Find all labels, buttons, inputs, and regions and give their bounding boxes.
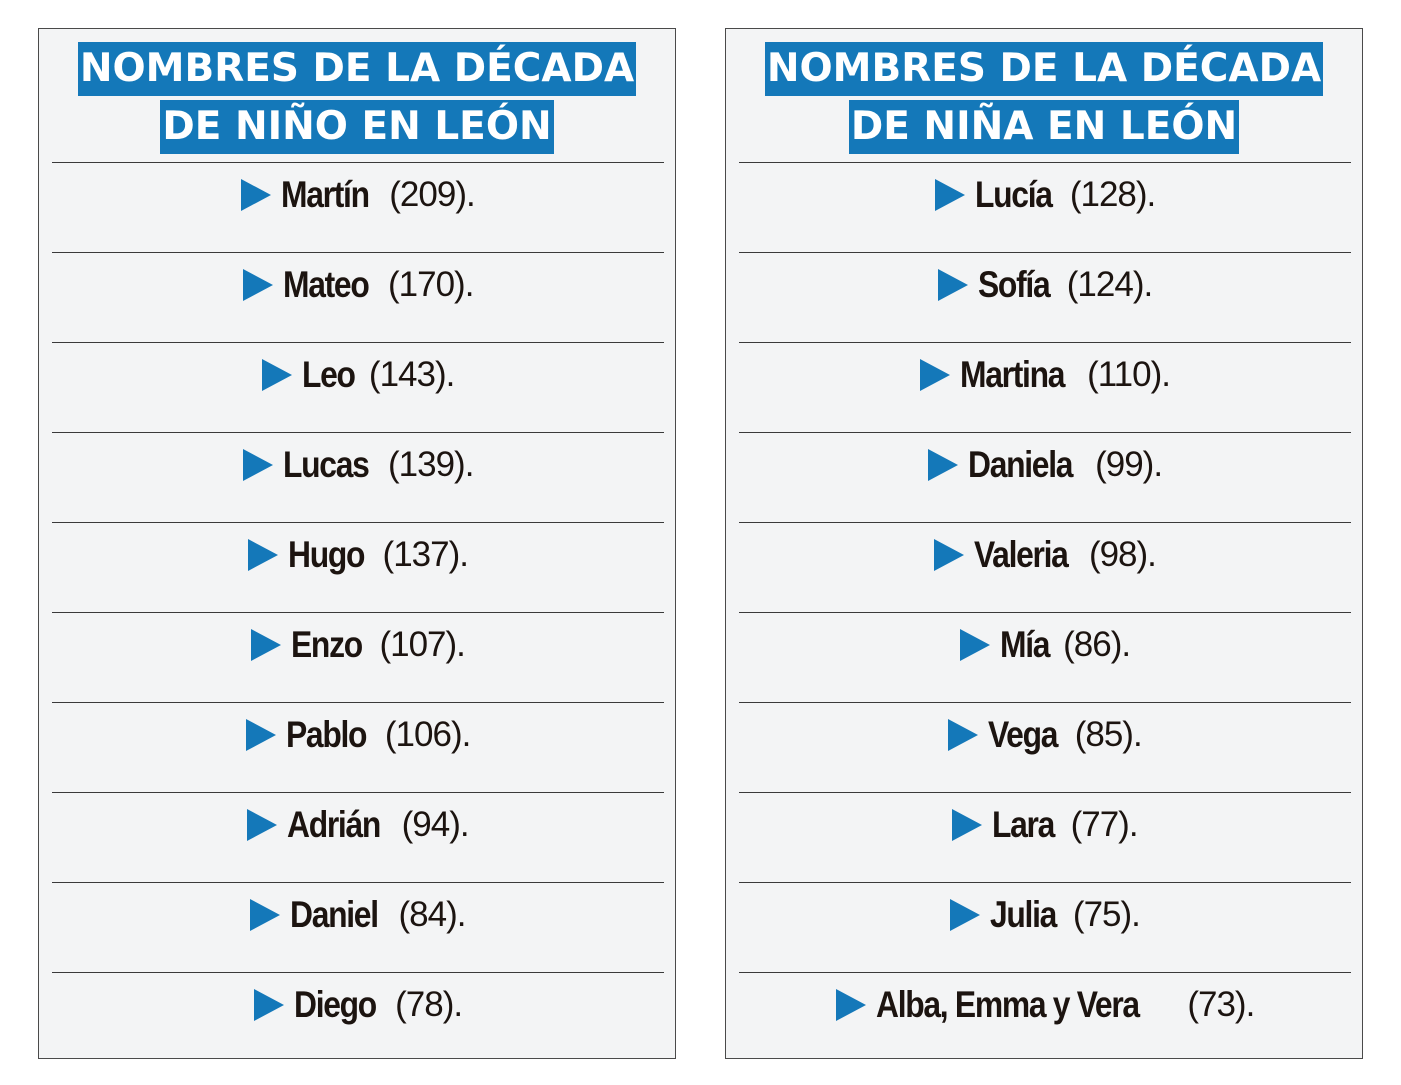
list-item: Enzo (107).	[52, 612, 664, 702]
item-count: (137).	[382, 535, 469, 574]
boys-names-panel: NOMBRES DE LA DÉCADA DE NIÑO EN LEÓN Mar…	[38, 28, 676, 1059]
item-count: (110).	[1087, 355, 1171, 394]
list-item: Martina (110).	[739, 342, 1351, 432]
list-item: Hugo (137).	[52, 522, 664, 612]
item-name: Julia	[990, 894, 1057, 935]
item-count: (84).	[398, 895, 467, 934]
list-item: Lara (77).	[739, 792, 1351, 882]
girls-names-panel: NOMBRES DE LA DÉCADA DE NIÑA EN LEÓN Luc…	[725, 28, 1363, 1059]
triangle-bullet-icon	[242, 449, 273, 481]
item-name: Enzo	[291, 624, 363, 665]
item-name: Lucas	[282, 444, 370, 485]
item-count: (139).	[388, 445, 474, 484]
item-name: Leo	[301, 354, 356, 395]
item-count: (98).	[1088, 535, 1157, 574]
item-count: (78).	[395, 985, 463, 1024]
girls-title-line2: DE NIÑA EN LEÓN	[848, 100, 1240, 154]
girls-names-list: Lucía (128). Sofía (124). Martina (110). Da…	[739, 162, 1351, 1062]
item-count: (107).	[379, 625, 465, 664]
item-name: Lucía	[974, 174, 1053, 215]
list-item: Sofía (124).	[739, 252, 1351, 342]
list-item: Valeria (98).	[739, 522, 1351, 612]
item-name: Sofía	[977, 264, 1051, 305]
triangle-bullet-icon	[937, 269, 968, 301]
triangle-bullet-icon	[952, 809, 983, 841]
item-count: (106).	[384, 715, 471, 754]
list-item: Alba, Emma y Vera (73).	[739, 972, 1351, 1062]
triangle-bullet-icon	[242, 269, 273, 301]
boys-title-line1: NOMBRES DE LA DÉCADA	[77, 42, 637, 96]
triangle-bullet-icon	[261, 359, 292, 391]
list-item: Lucas (139).	[52, 432, 664, 522]
triangle-bullet-icon	[934, 179, 965, 211]
list-item: Mía (86).	[739, 612, 1351, 702]
item-count: (124).	[1066, 265, 1153, 304]
item-name: Martín	[281, 174, 370, 215]
item-count: (128).	[1069, 175, 1156, 214]
item-count: (86).	[1063, 625, 1131, 664]
triangle-bullet-icon	[934, 539, 965, 571]
item-name: Adrián	[287, 804, 381, 845]
triangle-bullet-icon	[248, 539, 279, 571]
triangle-bullet-icon	[835, 989, 866, 1021]
list-item: Daniela (99).	[739, 432, 1351, 522]
boys-names-list: Martín (209). Mateo (170). Leo (143). Lucas…	[52, 162, 664, 1062]
triangle-bullet-icon	[948, 719, 979, 751]
item-name: Daniel	[290, 894, 379, 935]
item-count: (77).	[1070, 805, 1139, 844]
triangle-bullet-icon	[920, 359, 951, 391]
girls-panel-title: NOMBRES DE LA DÉCADA DE NIÑA EN LEÓN	[726, 41, 1362, 155]
list-item: Julia (75).	[739, 882, 1351, 972]
list-item: Lucía (128).	[739, 162, 1351, 252]
item-count: (75).	[1072, 895, 1141, 934]
item-name: Hugo	[288, 534, 365, 575]
item-name: Daniela	[967, 444, 1073, 485]
triangle-bullet-icon	[927, 449, 958, 481]
list-item: Pablo (106).	[52, 702, 664, 792]
triangle-bullet-icon	[253, 989, 284, 1021]
item-name: Diego	[293, 984, 377, 1025]
list-item: Vega (85).	[739, 702, 1351, 792]
item-count: (170).	[387, 265, 474, 304]
item-count: (73).	[1187, 985, 1255, 1024]
triangle-bullet-icon	[950, 899, 981, 931]
triangle-bullet-icon	[241, 179, 272, 211]
item-name: Pablo	[285, 714, 367, 755]
girls-title-line1: NOMBRES DE LA DÉCADA	[764, 42, 1324, 96]
item-name: Lara	[992, 804, 1055, 845]
list-item: Diego (78).	[52, 972, 664, 1062]
item-name: Valeria	[974, 534, 1069, 575]
triangle-bullet-icon	[247, 809, 278, 841]
list-item: Leo (143).	[52, 342, 664, 432]
list-item: Martín (209).	[52, 162, 664, 252]
item-count: (209).	[389, 175, 475, 214]
item-name: Alba, Emma y Vera	[875, 984, 1140, 1025]
item-count: (143).	[368, 355, 455, 394]
triangle-bullet-icon	[251, 629, 282, 661]
item-count: (99).	[1095, 445, 1163, 484]
item-name: Martina	[960, 354, 1065, 395]
item-count: (94).	[401, 805, 470, 844]
item-name: Mía	[999, 624, 1050, 665]
item-count: (85).	[1074, 715, 1143, 754]
triangle-bullet-icon	[245, 719, 276, 751]
triangle-bullet-icon	[250, 899, 281, 931]
item-name: Mateo	[282, 264, 370, 305]
boys-title-line2: DE NIÑO EN LEÓN	[160, 100, 554, 154]
list-item: Adrián (94).	[52, 792, 664, 882]
list-item: Daniel (84).	[52, 882, 664, 972]
item-name: Vega	[988, 714, 1058, 755]
list-item: Mateo (170).	[52, 252, 664, 342]
boys-panel-title: NOMBRES DE LA DÉCADA DE NIÑO EN LEÓN	[39, 41, 675, 155]
triangle-bullet-icon	[959, 629, 990, 661]
